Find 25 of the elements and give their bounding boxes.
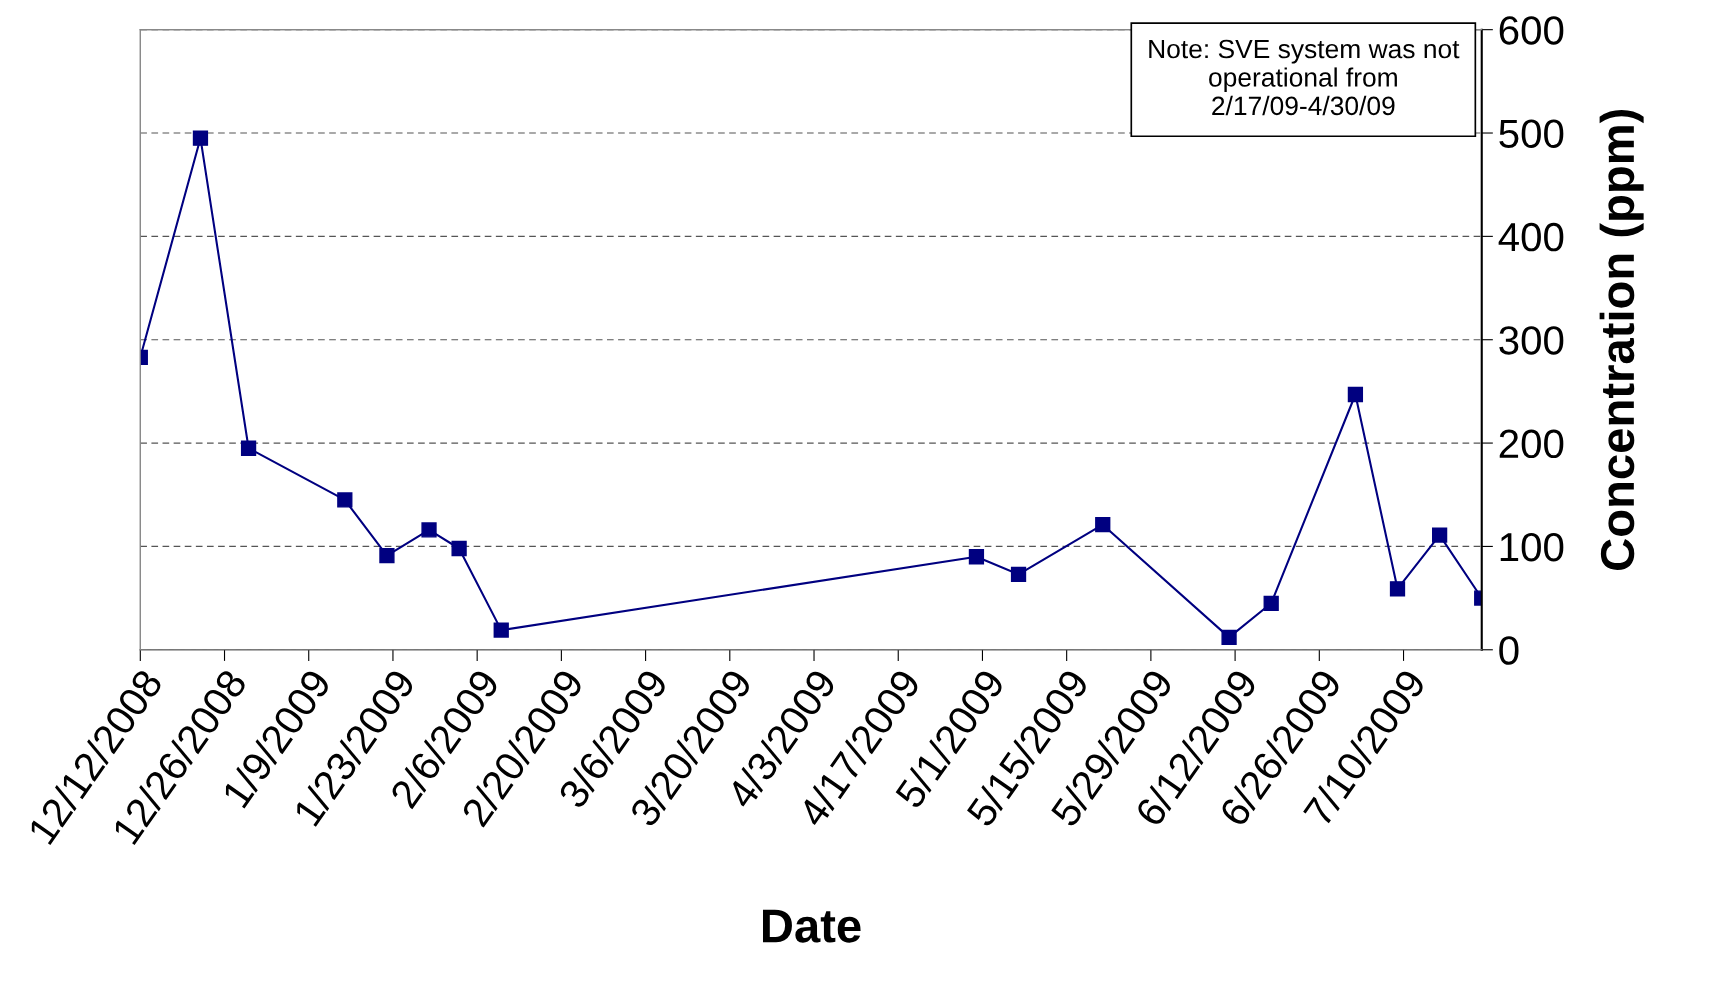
- point: [1221, 629, 1237, 646]
- point: [379, 548, 395, 564]
- point: [1095, 517, 1111, 533]
- y2-tick-label: 600: [1499, 16, 1564, 45]
- point: [1389, 581, 1406, 597]
- point: [337, 492, 353, 508]
- y2-tick-label: 100: [1500, 532, 1564, 562]
- point: [493, 622, 509, 638]
- point: [1010, 566, 1027, 582]
- annotation: Note: SVE system was not operational from 2/17/09-4/30/09: [1149, 39, 1460, 116]
- y2-tick-label: 400: [1498, 222, 1564, 252]
- y2-tick-label: 200: [1499, 429, 1564, 459]
- y2-tick-label: 500: [1499, 119, 1564, 149]
- y2-axis-title: Concentration (ppm): [1599, 109, 1644, 570]
- y2-tick-label: 300: [1499, 326, 1564, 355]
- point: [968, 549, 985, 565]
- point: [421, 522, 437, 538]
- point: [1263, 595, 1279, 611]
- point: [1431, 527, 1448, 543]
- x-axis-title: Date: [763, 909, 861, 943]
- y2-tick-label: 0: [1499, 636, 1519, 665]
- point: [1347, 386, 1364, 403]
- point: [192, 130, 209, 146]
- point: [240, 440, 257, 456]
- point: [451, 540, 467, 557]
